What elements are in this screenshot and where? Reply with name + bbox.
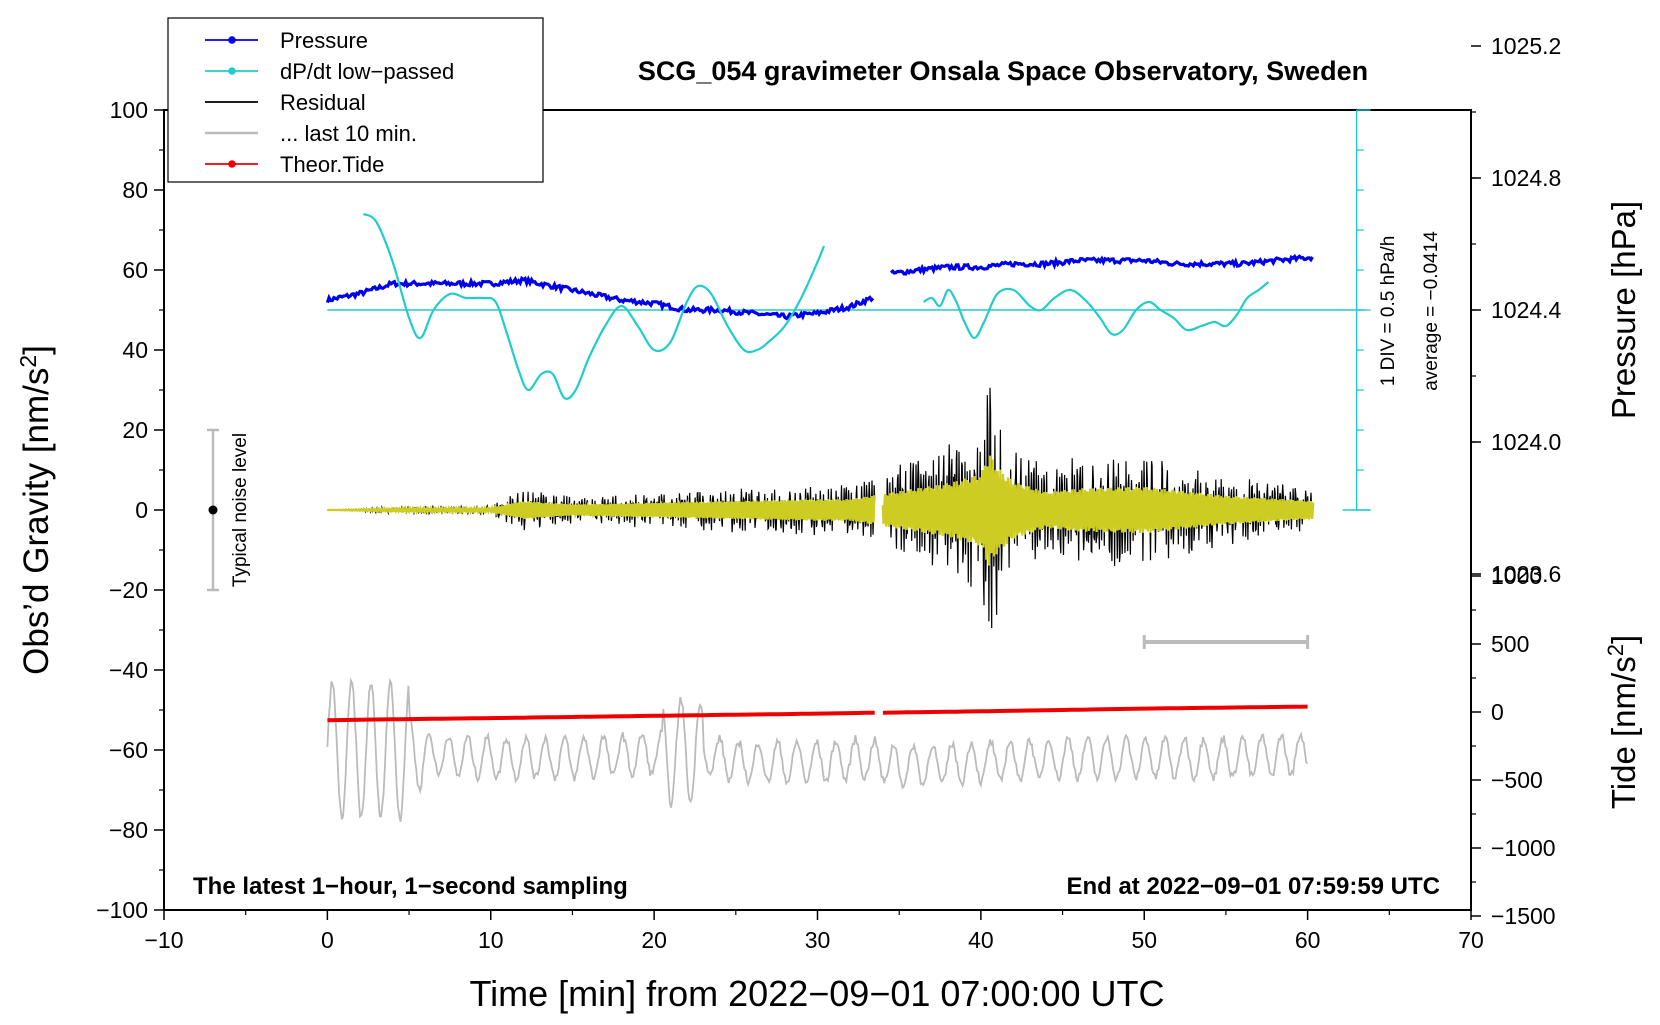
average-label: average = −0.0414	[1421, 231, 1442, 391]
x-tick-label: 10	[478, 927, 504, 953]
x-axis: −10 0 10 20 30 40 50 60 70	[144, 910, 1484, 953]
last-10-min-line	[326, 677, 1309, 822]
tide-tick-label: −1500	[1491, 903, 1556, 929]
y-axis-tide: −1500 −1000 −500 0 500 1000	[1471, 563, 1556, 929]
y-tick-label: 80	[122, 177, 148, 203]
legend-marker	[228, 36, 236, 44]
bottom-right-note: End at 2022−09−01 07:59:59 UTC	[1066, 873, 1440, 900]
tide-tick-label: −1000	[1491, 835, 1556, 861]
legend-box	[167, 17, 544, 183]
y-axis-label-tide: Tide [nm/s2]	[1603, 635, 1642, 809]
x-tick-label: 0	[321, 927, 334, 953]
y-tick-label: −80	[109, 817, 148, 843]
x-tick-label: 40	[968, 927, 994, 953]
series-residual	[327, 387, 1315, 629]
legend-marker	[228, 160, 236, 168]
bottom-left-note: The latest 1−hour, 1−second sampling	[193, 873, 628, 900]
pressure-tick-label: 1024.4	[1491, 297, 1562, 323]
legend-label: dP/dt low−passed	[280, 59, 454, 84]
dpdt-line	[362, 212, 826, 400]
legend: Pressure dP/dt low−passed Residual ... last…	[167, 17, 544, 183]
tide-tick-label: 1000	[1491, 563, 1542, 589]
y-axis-gravity: −100 −80 −60 −40 −20 0 20 40 60 80 100	[96, 97, 164, 923]
y-axis-pressure: 1023.6 1024.0 1024.4 1024.8 1025.2	[1471, 33, 1562, 587]
x-tick-label: 60	[1295, 927, 1321, 953]
series--last-10-min-	[326, 677, 1309, 822]
series-theor-tide	[327, 704, 1308, 723]
residual-smoothed-line	[327, 495, 876, 524]
pressure-tick-label: 1024.0	[1491, 429, 1561, 455]
series-dp-dt-low-passed	[362, 212, 826, 400]
series-dp-dt-low-passed-2-	[923, 281, 1270, 340]
legend-label: Theor.Tide	[280, 152, 384, 177]
x-axis-label: Time [min] from 2022−09−01 07:00:00 UTC	[469, 973, 1164, 1014]
y-tick-label: 20	[122, 417, 148, 443]
y-tick-label: 60	[122, 257, 148, 283]
y-tick-label: −100	[96, 897, 148, 923]
series-layer	[207, 109, 1371, 822]
legend-label: Residual	[280, 90, 366, 115]
noise-bar-center	[208, 505, 218, 515]
y-axis-label-pressure: Pressure [hPa]	[1605, 201, 1642, 419]
series-pressure	[325, 253, 1314, 321]
x-tick-label: −10	[144, 927, 183, 953]
x-tick-label: 70	[1458, 927, 1484, 953]
scale-div-label: 1 DIV = 0.5 hPa/h	[1378, 236, 1399, 387]
pressure-tick-label: 1023.6	[1491, 561, 1561, 587]
pressure-line	[889, 253, 1314, 276]
noise-label: Typical noise level	[230, 433, 251, 587]
y-axis-label-gravity: Obs’d Gravity [nm/s2]	[15, 345, 56, 675]
pressure-tick-label: 1025.2	[1491, 33, 1561, 59]
y-tick-label: 40	[122, 337, 148, 363]
y-tick-label: 0	[135, 497, 148, 523]
tide-tick-label: 0	[1491, 699, 1504, 725]
pressure-tick-label: 1024.8	[1491, 165, 1561, 191]
legend-marker	[228, 67, 236, 75]
legend-label: Pressure	[280, 28, 368, 53]
chart-title: SCG_054 gravimeter Onsala Space Observat…	[638, 56, 1368, 86]
y-tick-label: −60	[109, 737, 148, 763]
residual-smoothed-line	[881, 455, 1315, 566]
x-tick-label: 20	[641, 927, 667, 953]
tide-tick-label: 500	[1491, 631, 1529, 657]
pressure-line	[325, 275, 875, 321]
legend-label: ... last 10 min.	[280, 121, 417, 146]
dpdt-line	[923, 281, 1270, 340]
x-tick-label: 30	[805, 927, 831, 953]
x-tick-label: 50	[1131, 927, 1157, 953]
tide-tick-label: −500	[1491, 767, 1543, 793]
y-tick-label: −40	[109, 657, 148, 683]
y-tick-label: −20	[109, 577, 148, 603]
y-tick-label: 100	[110, 97, 148, 123]
tide-line	[882, 704, 1308, 715]
tide-line	[327, 710, 875, 723]
